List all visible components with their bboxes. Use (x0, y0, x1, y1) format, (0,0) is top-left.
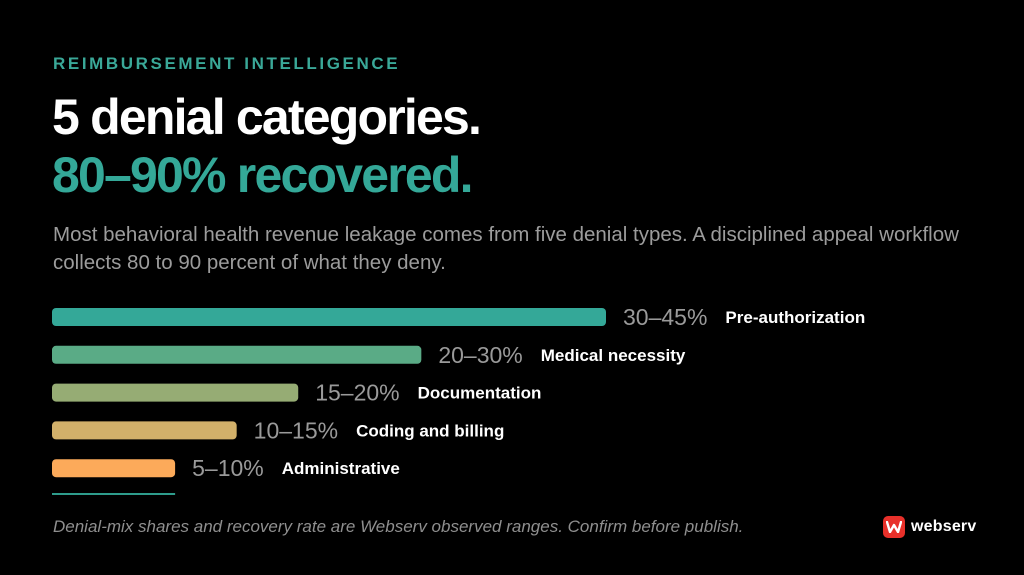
bar-4 (52, 421, 237, 440)
bar-category-label-5: Administrative (282, 459, 400, 478)
headline-line-1: 5 denial categories. (52, 89, 482, 145)
bar-category-label-4: Coding and billing (356, 421, 504, 440)
chart-baseline-rule (52, 493, 176, 495)
bar-value-label-3: 15–20% (315, 380, 399, 406)
headline-line-2: 80–90% recovered. (52, 147, 474, 203)
bar-value-label-1: 30–45% (623, 304, 707, 330)
bar-value-label-5: 5–10% (192, 455, 264, 481)
eyebrow-label: REIMBURSEMENT INTELLIGENCE (53, 54, 401, 73)
subtitle: Most behavioral health revenue leakage c… (53, 223, 959, 274)
bar-category-label-3: Documentation (418, 384, 542, 403)
bar-value-label-2: 20–30% (438, 342, 522, 368)
bar-2 (52, 345, 422, 364)
headline: 5 denial categories. 80–90% recovered. (52, 88, 482, 204)
bar-value-label-4: 10–15% (254, 417, 338, 443)
footnote: Denial-mix shares and recovery rate are … (53, 517, 744, 536)
bar-1 (52, 308, 606, 326)
bar-3 (52, 383, 299, 402)
logo-text: webserv (911, 518, 977, 535)
webserv-logo-icon (883, 516, 905, 538)
bar-5 (52, 459, 176, 478)
bar-category-label-1: Pre-authorization (725, 308, 865, 327)
logo: webserv (883, 516, 976, 538)
bar-category-label-2: Medical necessity (541, 346, 686, 365)
